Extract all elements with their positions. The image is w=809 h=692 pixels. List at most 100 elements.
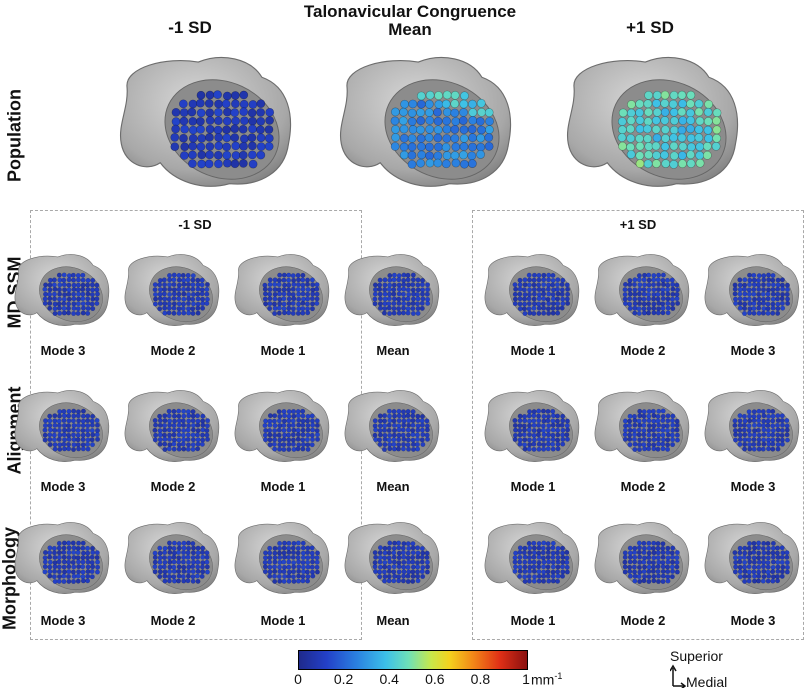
congruence-point — [195, 550, 201, 556]
congruence-point — [686, 108, 695, 118]
congruence-point — [410, 311, 416, 316]
congruence-point — [205, 418, 211, 424]
congruence-point — [637, 564, 642, 570]
congruence-point — [559, 282, 565, 287]
congruence-point — [406, 418, 412, 424]
congruence-point — [61, 441, 67, 447]
congruence-point — [85, 427, 90, 433]
congruence-point — [382, 418, 387, 424]
congruence-point — [761, 427, 767, 433]
congruence-point — [286, 291, 292, 297]
colorbar-unit: mm-1 — [531, 671, 562, 688]
congruence-point — [300, 555, 306, 560]
congruence-point — [626, 124, 635, 134]
congruence-point — [171, 564, 177, 570]
congruence-point — [451, 158, 461, 168]
congruence-point — [694, 125, 704, 134]
congruence-point — [314, 559, 320, 565]
congruence-point — [541, 573, 547, 579]
congruence-point — [71, 311, 76, 316]
congruence-point — [391, 133, 400, 142]
congruence-point — [747, 541, 752, 546]
congruence-point — [670, 306, 676, 311]
congruence-point — [52, 579, 58, 584]
congruence-point — [263, 437, 268, 443]
congruence-point — [277, 291, 282, 297]
congruence-point — [282, 564, 287, 570]
congruence-point — [190, 296, 196, 302]
congruence-point — [281, 287, 287, 293]
congruence-point — [737, 545, 743, 551]
congruence-point — [305, 423, 311, 428]
congruence-point — [536, 564, 542, 570]
congruence-point — [396, 306, 402, 312]
congruence-point — [475, 117, 485, 126]
congruence-point — [646, 418, 652, 424]
congruence-point — [517, 432, 523, 438]
congruence-point — [382, 296, 388, 302]
congruence-point — [661, 282, 666, 287]
congruence-point — [295, 272, 301, 278]
congruence-point — [416, 116, 426, 126]
congruence-point — [425, 300, 431, 306]
congruence-point — [646, 287, 652, 293]
congruence-point — [660, 560, 666, 565]
congruence-point — [240, 116, 249, 126]
congruence-point — [775, 564, 781, 570]
congruence-point — [157, 306, 163, 312]
congruence-point — [408, 125, 418, 134]
congruence-point — [420, 442, 426, 447]
congruence-point — [89, 554, 95, 560]
congruence-point — [546, 578, 552, 584]
congruence-point — [756, 282, 762, 288]
congruence-point — [531, 559, 537, 565]
congruence-point — [286, 427, 292, 433]
congruence-point — [770, 432, 776, 438]
congruence-point — [272, 579, 278, 584]
congruence-point — [199, 291, 205, 297]
congruence-point — [386, 569, 392, 574]
congruence-point — [181, 282, 187, 287]
congruence-point — [179, 108, 189, 117]
congruence-point — [305, 296, 311, 302]
congruence-point — [176, 442, 182, 448]
alignment-bone-6 — [704, 390, 800, 462]
congruence-point — [775, 427, 781, 433]
congruence-point — [656, 306, 662, 312]
congruence-point — [646, 555, 652, 560]
congruence-point — [646, 559, 652, 565]
congruence-point — [732, 286, 738, 292]
congruence-point — [780, 277, 785, 283]
congruence-point — [746, 545, 752, 551]
congruence-point — [555, 441, 561, 447]
congruence-point — [190, 578, 196, 584]
congruence-point — [162, 441, 168, 447]
congruence-point — [517, 282, 523, 288]
congruence-point — [391, 423, 397, 428]
md-ssm-bone-4 — [484, 254, 580, 326]
congruence-point — [531, 432, 537, 438]
congruence-point — [396, 408, 402, 414]
congruence-point — [660, 277, 666, 283]
congruence-point — [373, 427, 378, 433]
congruence-point — [410, 296, 416, 302]
congruence-point — [94, 550, 100, 556]
congruence-point — [468, 108, 478, 117]
congruence-point — [646, 428, 652, 433]
congruence-point — [737, 432, 743, 438]
congruence-point — [766, 446, 771, 452]
congruence-point — [305, 413, 311, 419]
congruence-point — [555, 555, 561, 560]
congruence-point — [264, 141, 274, 151]
congruence-point — [550, 540, 556, 546]
congruence-point — [742, 442, 748, 447]
congruence-point — [167, 282, 172, 288]
congruence-point — [785, 437, 790, 443]
congruence-point — [71, 282, 77, 288]
congruence-point — [51, 574, 57, 580]
congruence-point — [286, 432, 292, 438]
congruence-point — [636, 273, 642, 278]
congruence-point — [396, 282, 402, 288]
congruence-point — [637, 442, 642, 448]
congruence-point — [651, 116, 661, 125]
